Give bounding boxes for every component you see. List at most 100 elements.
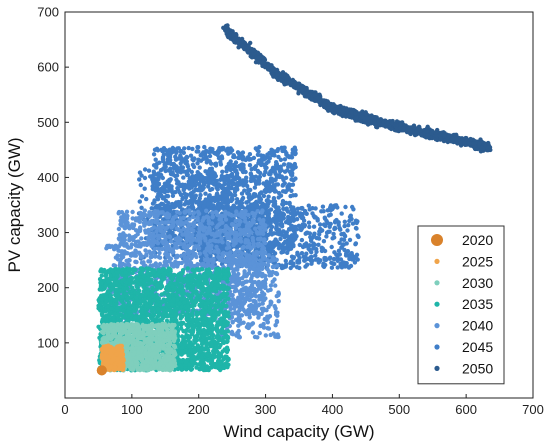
data-point-2040 bbox=[237, 227, 243, 232]
data-point-2045 bbox=[152, 199, 157, 205]
data-point-2045 bbox=[344, 241, 349, 246]
data-point-2045 bbox=[148, 174, 153, 179]
data-point-2045 bbox=[276, 241, 281, 246]
data-point-2045 bbox=[305, 256, 310, 262]
data-point-2045 bbox=[137, 199, 142, 204]
data-point-2045 bbox=[270, 199, 276, 204]
data-point-2050 bbox=[372, 120, 377, 126]
data-point-2040 bbox=[157, 255, 163, 260]
data-point-2040 bbox=[223, 217, 229, 222]
data-point-2045 bbox=[207, 166, 213, 172]
data-point-2045 bbox=[190, 146, 195, 152]
data-point-2045 bbox=[235, 150, 241, 155]
data-point-2045 bbox=[151, 163, 157, 168]
data-point-2040 bbox=[142, 208, 147, 213]
data-point-2045 bbox=[321, 239, 327, 244]
data-point-2045 bbox=[314, 235, 319, 241]
data-point-2045 bbox=[266, 159, 271, 164]
data-point-2040 bbox=[181, 242, 187, 247]
data-point-2045 bbox=[198, 192, 203, 198]
data-point-2040 bbox=[240, 214, 246, 220]
data-point-2045 bbox=[203, 191, 208, 196]
data-point-2045 bbox=[255, 152, 261, 157]
data-point-2045 bbox=[166, 185, 171, 190]
data-point-2045 bbox=[295, 206, 301, 211]
data-point-2040 bbox=[163, 237, 168, 242]
data-point-2045 bbox=[262, 156, 268, 161]
data-point-2050 bbox=[349, 110, 354, 115]
data-point-2045 bbox=[275, 209, 280, 214]
data-point-2040 bbox=[143, 248, 148, 253]
data-point-2040 bbox=[257, 225, 262, 230]
data-point-2045 bbox=[345, 228, 350, 233]
data-point-2045 bbox=[146, 168, 152, 173]
data-point-2045 bbox=[198, 178, 203, 183]
data-point-2045 bbox=[163, 161, 168, 167]
data-point-2045 bbox=[347, 237, 353, 243]
data-point-2040 bbox=[131, 234, 136, 240]
data-point-2040 bbox=[206, 244, 211, 249]
data-point-2045 bbox=[243, 169, 248, 175]
data-point-2045 bbox=[228, 167, 233, 173]
data-point-2045 bbox=[157, 160, 162, 165]
data-point-2045 bbox=[303, 264, 308, 269]
data-point-2050 bbox=[224, 26, 229, 32]
data-point-2045 bbox=[282, 157, 288, 162]
data-point-2040 bbox=[138, 252, 143, 257]
data-point-2050 bbox=[397, 126, 403, 131]
data-point-2040 bbox=[189, 241, 194, 246]
data-point-2045 bbox=[311, 246, 316, 251]
data-point-2045 bbox=[280, 183, 285, 188]
data-point-2045 bbox=[354, 220, 359, 226]
data-point-2045 bbox=[166, 200, 171, 206]
data-point-2050 bbox=[279, 73, 284, 78]
data-point-2050 bbox=[353, 111, 358, 117]
data-point-2045 bbox=[286, 185, 291, 191]
data-point-2050 bbox=[473, 146, 478, 152]
data-point-2045 bbox=[297, 242, 302, 248]
data-point-2045 bbox=[304, 251, 309, 256]
data-point-2040 bbox=[152, 239, 157, 244]
data-point-2050 bbox=[236, 45, 241, 50]
data-point-2045 bbox=[291, 244, 296, 249]
data-point-2045 bbox=[346, 223, 351, 228]
data-point-2045 bbox=[207, 153, 213, 159]
data-point-2045 bbox=[329, 244, 334, 250]
data-point-2045 bbox=[138, 182, 143, 188]
data-point-2045 bbox=[256, 169, 261, 174]
data-point-2050 bbox=[413, 129, 419, 134]
data-point-2045 bbox=[335, 265, 340, 270]
data-point-2050 bbox=[479, 145, 484, 151]
data-point-2045 bbox=[342, 223, 347, 229]
data-point-2045 bbox=[206, 201, 211, 206]
data-point-2045 bbox=[237, 176, 242, 181]
data-point-2040 bbox=[149, 218, 154, 224]
data-point-2045 bbox=[275, 148, 280, 154]
data-point-2045 bbox=[244, 200, 249, 205]
data-point-2045 bbox=[250, 207, 256, 212]
data-point-2050 bbox=[453, 136, 459, 142]
data-point-2045 bbox=[151, 180, 156, 186]
data-point-2040 bbox=[227, 236, 232, 241]
data-point-2040 bbox=[148, 255, 153, 260]
data-point-2040 bbox=[252, 214, 257, 219]
data-point-2040 bbox=[165, 254, 170, 259]
data-point-2050 bbox=[345, 107, 350, 112]
data-point-2040 bbox=[177, 210, 182, 216]
data-point-2045 bbox=[171, 203, 176, 208]
data-point-2045 bbox=[338, 227, 343, 232]
data-point-2045 bbox=[190, 162, 196, 167]
data-point-2045 bbox=[327, 224, 332, 229]
data-point-2040 bbox=[173, 214, 179, 219]
data-point-2045 bbox=[272, 170, 278, 175]
data-point-2050 bbox=[300, 87, 305, 93]
data-point-2045 bbox=[174, 181, 180, 186]
data-point-2045 bbox=[275, 182, 281, 187]
data-point-2045 bbox=[284, 200, 289, 206]
data-point-2045 bbox=[289, 188, 294, 193]
data-point-2040 bbox=[190, 228, 195, 233]
data-point-2045 bbox=[220, 147, 225, 152]
data-point-2045 bbox=[284, 262, 289, 267]
data-point-2045 bbox=[282, 169, 288, 174]
data-point-2050 bbox=[296, 89, 301, 95]
